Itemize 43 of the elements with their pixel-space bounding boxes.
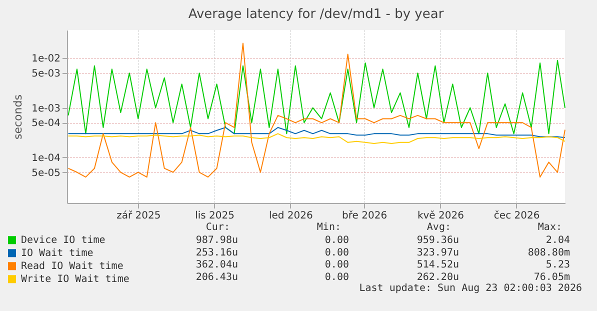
text: 5.23 (546, 260, 570, 271)
text: 323.97u (416, 247, 459, 258)
x-tick-label: kvě 2026 (417, 210, 464, 222)
text: Avg: (426, 222, 451, 233)
line-series (68, 60, 566, 134)
line-series (68, 133, 566, 144)
x-tick-label: čec 2026 (494, 210, 540, 222)
legend-label: IO Wait time (21, 248, 94, 260)
x-tick-label: zář 2025 (116, 210, 161, 222)
y-tick-label: 1e-04 (32, 152, 60, 164)
y-tick-label: 1e-03 (32, 103, 60, 114)
legend-label: Write IO Wait time (21, 274, 130, 286)
text: 987.98u (196, 235, 238, 246)
y-tick-label: 1e-02 (32, 54, 60, 65)
legend-label: Device IO time (21, 235, 106, 246)
text: 206.43u (196, 272, 238, 283)
text: Max: (538, 222, 562, 233)
legend-label: Read IO Wait time (21, 261, 124, 272)
text: Last update: Sun Aug 23 02:00:03 2026 (359, 283, 582, 294)
text: 808.80m (528, 247, 570, 258)
x-tick-label: bře 2026 (342, 210, 388, 222)
y-tick-label: 5e-05 (32, 168, 60, 179)
text: Min: (316, 222, 341, 233)
text: 76.05m (534, 272, 570, 283)
y-tick-label: 5e-04 (32, 118, 60, 130)
text: 2.04 (546, 235, 570, 246)
line-series (68, 42, 566, 178)
text: Cur: (206, 222, 230, 233)
x-tick-label: led 2026 (268, 210, 313, 222)
y-axis-title: seconds (12, 94, 25, 140)
y-tick-label: 5e-03 (32, 68, 60, 80)
text: 0.00 (324, 247, 349, 258)
line-series (68, 126, 566, 138)
text: 959.36u (416, 235, 459, 246)
text: 514.52u (416, 260, 459, 271)
text: 0.00 (324, 272, 349, 283)
text: 362.04u (196, 260, 238, 271)
text: 0.00 (324, 260, 349, 271)
text: 262.20u (416, 272, 459, 283)
chart-title: Average latency for /dev/md1 - by year (188, 7, 444, 22)
x-tick-label: lis 2025 (195, 210, 234, 222)
text: 0.00 (324, 235, 349, 246)
text: 253.16u (196, 247, 238, 258)
